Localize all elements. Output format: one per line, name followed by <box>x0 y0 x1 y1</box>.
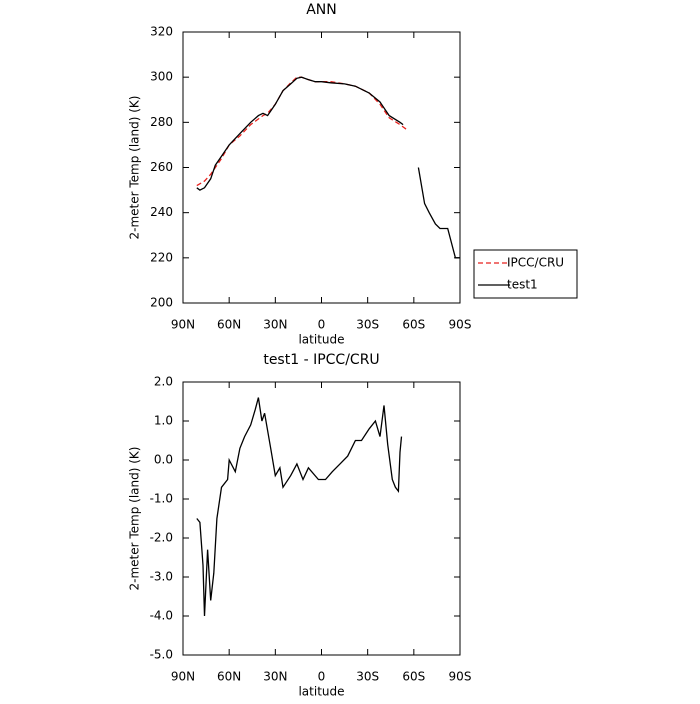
y-tick-label: 1.0 <box>154 414 173 428</box>
data-line <box>196 397 403 617</box>
y-tick-label: 300 <box>150 70 173 84</box>
x-tick-label: 60N <box>217 670 241 684</box>
y-tick-label: 220 <box>150 250 173 264</box>
y-axis-label: 2-meter Temp (land) (K) <box>128 447 142 591</box>
x-tick-label: 0 <box>318 318 326 332</box>
x-tick-label: 60S <box>402 670 425 684</box>
y-tick-label: 280 <box>150 115 173 129</box>
y-tick-label: -2.0 <box>150 531 173 545</box>
x-tick-label: 60S <box>402 318 425 332</box>
plot-frame <box>182 381 461 656</box>
y-tick-label: 260 <box>150 160 173 174</box>
y-tick-label: -5.0 <box>150 648 173 662</box>
x-tick-label: 90S <box>449 318 472 332</box>
x-tick-label: 30S <box>356 318 379 332</box>
x-tick-label: 30S <box>356 670 379 684</box>
y-tick-label: 200 <box>150 296 173 310</box>
legend-label: IPCC/CRU <box>507 256 564 270</box>
y-tick-label: 320 <box>150 25 173 39</box>
chart-title: ANN <box>306 2 337 18</box>
chart-title: test1 - IPCC/CRU <box>263 352 379 368</box>
y-tick-label: -1.0 <box>150 492 173 506</box>
data-line <box>196 76 407 187</box>
x-tick-label: 90N <box>171 318 195 332</box>
x-tick-label: 0 <box>318 670 326 684</box>
legend-label: test1 <box>507 278 538 292</box>
x-tick-label: 90S <box>449 670 472 684</box>
y-axis-label: 2-meter Temp (land) (K) <box>128 96 142 240</box>
x-tick-label: 30N <box>263 318 287 332</box>
y-tick-label: 240 <box>150 205 173 219</box>
y-tick-label: 2.0 <box>154 375 173 389</box>
x-axis-label: latitude <box>298 685 344 699</box>
x-tick-label: 60N <box>217 318 241 332</box>
x-axis-label: latitude <box>298 333 344 347</box>
y-tick-label: -4.0 <box>150 609 173 623</box>
y-tick-label: 0.0 <box>154 453 173 467</box>
data-line <box>196 76 460 259</box>
x-tick-label: 90N <box>171 670 195 684</box>
x-tick-label: 30N <box>263 670 287 684</box>
y-tick-label: -3.0 <box>150 570 173 584</box>
legend-box <box>473 249 578 299</box>
